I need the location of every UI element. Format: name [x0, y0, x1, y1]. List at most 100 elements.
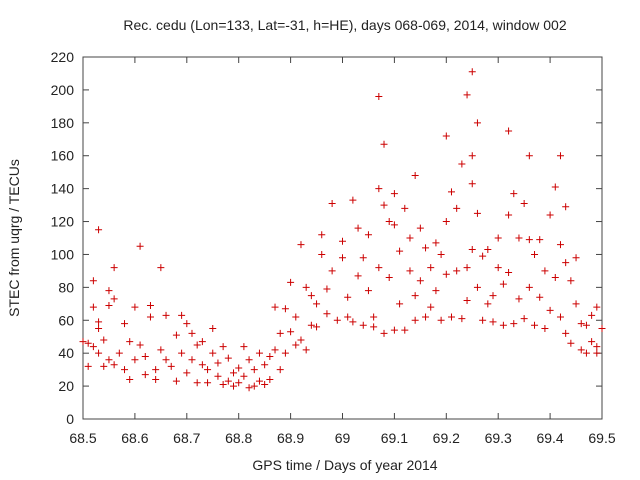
- data-point: [458, 160, 466, 168]
- data-point: [204, 366, 212, 374]
- data-point: [390, 221, 398, 229]
- data-point: [541, 267, 549, 275]
- data-point: [121, 320, 129, 328]
- data-point: [131, 356, 139, 364]
- data-point: [292, 341, 300, 349]
- data-point: [313, 300, 321, 308]
- data-point: [396, 300, 404, 308]
- data-point: [224, 354, 232, 362]
- data-point: [588, 311, 596, 319]
- data-point: [110, 264, 118, 272]
- y-tick-label: 80: [58, 279, 74, 295]
- data-point: [468, 152, 476, 160]
- y-tick-label: 220: [51, 49, 75, 65]
- data-point: [562, 259, 570, 267]
- data-point: [89, 343, 97, 351]
- data-point: [266, 376, 274, 384]
- data-point: [115, 349, 123, 357]
- data-point: [479, 252, 487, 260]
- data-point: [281, 349, 289, 357]
- data-point: [375, 92, 383, 100]
- data-point: [271, 303, 279, 311]
- data-point: [411, 316, 419, 324]
- data-point: [162, 356, 170, 364]
- data-point: [489, 318, 497, 326]
- data-point: [422, 244, 430, 252]
- y-tick-label: 100: [51, 246, 75, 262]
- x-tick-label: 68.7: [173, 430, 200, 446]
- data-point: [235, 364, 243, 372]
- x-tick-label: 68.9: [277, 430, 304, 446]
- data-point: [79, 338, 87, 346]
- data-point: [354, 224, 362, 232]
- data-point: [416, 277, 424, 285]
- data-point: [214, 372, 222, 380]
- data-point: [307, 292, 315, 300]
- data-point: [126, 338, 134, 346]
- data-point: [593, 303, 601, 311]
- data-point: [307, 321, 315, 329]
- data-point: [546, 306, 554, 314]
- data-point: [121, 366, 129, 374]
- data-point: [266, 352, 274, 360]
- data-point: [406, 267, 414, 275]
- data-point: [193, 341, 201, 349]
- data-point: [385, 273, 393, 281]
- y-tick-label: 160: [51, 148, 75, 164]
- data-point: [370, 313, 378, 321]
- data-point: [380, 201, 388, 209]
- data-point: [505, 269, 513, 277]
- chart-title: Rec. cedu (Lon=133, Lat=-31, h=HE), days…: [123, 17, 566, 33]
- data-point: [100, 336, 108, 344]
- data-point: [422, 313, 430, 321]
- data-point: [183, 369, 191, 377]
- data-point: [484, 300, 492, 308]
- data-point: [318, 250, 326, 258]
- data-point: [489, 292, 497, 300]
- data-point: [525, 283, 533, 291]
- data-point: [146, 301, 154, 309]
- data-point: [100, 362, 108, 370]
- data-point: [370, 323, 378, 331]
- data-point: [84, 362, 92, 370]
- x-tick-label: 69.2: [433, 430, 460, 446]
- data-point: [204, 379, 212, 387]
- data-series: [79, 68, 606, 392]
- data-point: [250, 366, 258, 374]
- data-point: [499, 321, 507, 329]
- data-point: [536, 293, 544, 301]
- data-point: [84, 339, 92, 347]
- data-point: [313, 323, 321, 331]
- data-point: [562, 203, 570, 211]
- data-point: [281, 305, 289, 313]
- data-point: [432, 239, 440, 247]
- data-point: [463, 264, 471, 272]
- data-point: [551, 183, 559, 191]
- data-point: [484, 246, 492, 254]
- data-point: [235, 379, 243, 387]
- data-point: [193, 379, 201, 387]
- data-point: [525, 152, 533, 160]
- data-point: [556, 241, 564, 249]
- x-tick-label: 69.3: [485, 430, 512, 446]
- data-point: [556, 152, 564, 160]
- data-point: [390, 326, 398, 334]
- data-point: [136, 341, 144, 349]
- data-point: [598, 325, 606, 332]
- data-point: [375, 185, 383, 193]
- data-point: [473, 119, 481, 127]
- data-point: [141, 352, 149, 360]
- data-point: [250, 382, 258, 390]
- data-point: [442, 132, 450, 140]
- data-point: [344, 293, 352, 301]
- data-point: [510, 320, 518, 328]
- data-point: [375, 264, 383, 272]
- data-point: [551, 273, 559, 281]
- data-point: [287, 278, 295, 286]
- data-point: [105, 356, 113, 364]
- data-point: [531, 250, 539, 258]
- data-point: [95, 318, 103, 326]
- data-point: [536, 236, 544, 244]
- y-tick-label: 180: [51, 115, 75, 131]
